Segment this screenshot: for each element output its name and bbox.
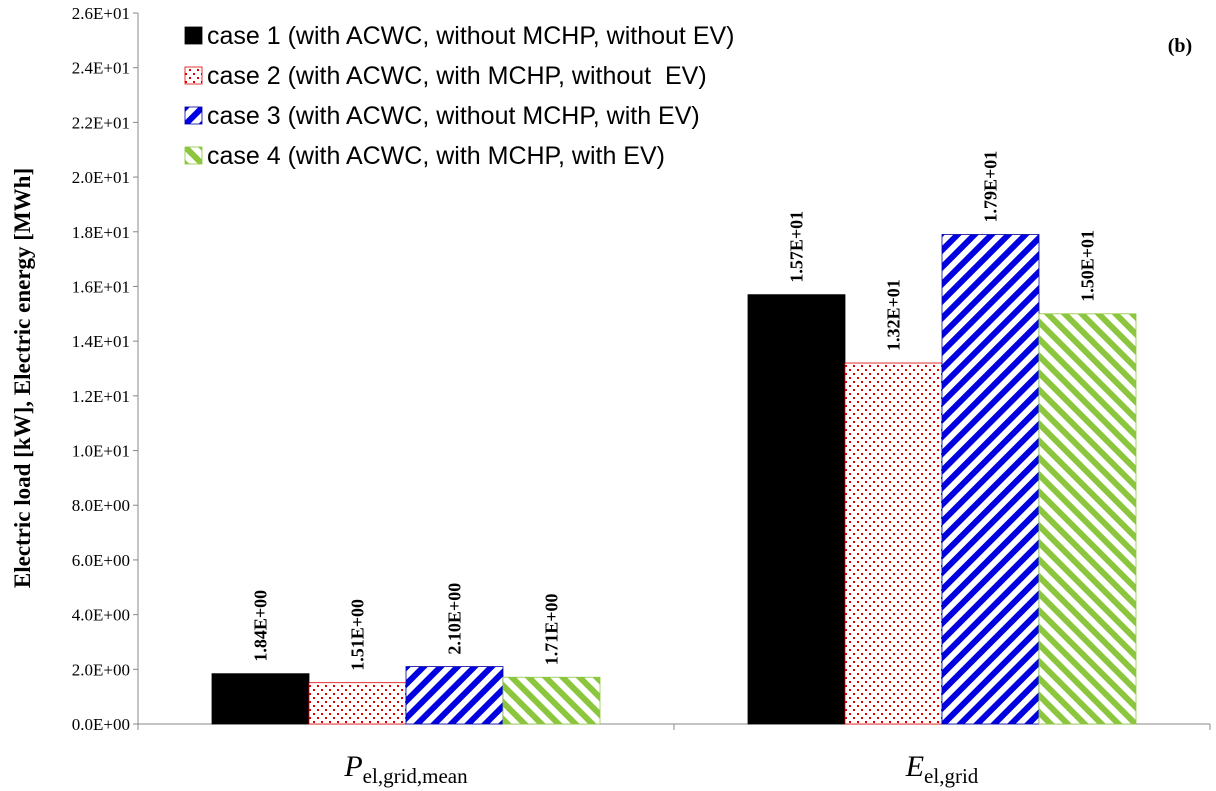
legend: case 1 (with ACWC, without MCHP, without… bbox=[176, 14, 844, 178]
y-tick-label: 1.0E+01 bbox=[72, 442, 130, 461]
y-tick-label: 1.8E+01 bbox=[72, 223, 130, 242]
y-axis-label: Electric load [kW], Electric energy [MWh… bbox=[10, 168, 35, 588]
y-tick-label: 2.6E+01 bbox=[72, 4, 130, 23]
y-tick-label: 2.0E+01 bbox=[72, 168, 130, 187]
legend-swatch-case-3 bbox=[184, 106, 203, 125]
bar-case-2-cat-2 bbox=[844, 362, 943, 725]
bar-case-1-cat-2 bbox=[747, 294, 846, 725]
data-label: 1.79E+01 bbox=[981, 151, 1001, 223]
bar-case-4-cat-2 bbox=[1038, 313, 1137, 725]
legend-entry: case 2 (with ACWC, with MCHP, without EV… bbox=[207, 62, 707, 90]
bar-case-2-cat-1 bbox=[308, 682, 407, 725]
x-axis-categories: Pel,grid,mean Eel,grid bbox=[343, 750, 978, 788]
bar-case-3-cat-1 bbox=[405, 666, 504, 725]
y-tick-label: 2.0E+00 bbox=[72, 660, 130, 679]
data-label: 1.71E+00 bbox=[542, 593, 562, 665]
bar-case-1-cat-1 bbox=[211, 673, 310, 725]
bars bbox=[211, 234, 1137, 725]
legend-swatch-case-2 bbox=[184, 66, 203, 85]
data-labels: 1.84E+00 1.51E+00 2.10E+00 1.71E+00 1.57E+01… bbox=[251, 151, 1098, 671]
y-axis-ticks: 0.0E+00 2.0E+00 4.0E+00 6.0E+00 8.0E+00 1.0E+… bbox=[72, 4, 138, 734]
bar-case-3-cat-2 bbox=[941, 234, 1040, 725]
data-label: 1.51E+00 bbox=[348, 599, 368, 671]
y-tick-label: 4.0E+00 bbox=[72, 606, 130, 625]
y-tick-label: 2.4E+01 bbox=[72, 59, 130, 78]
y-tick-label: 1.6E+01 bbox=[72, 277, 130, 296]
legend-swatch-case-4 bbox=[184, 146, 203, 165]
y-tick-label: 8.0E+00 bbox=[72, 496, 130, 515]
data-label: 2.10E+00 bbox=[445, 583, 465, 655]
y-tick-label: 6.0E+00 bbox=[72, 551, 130, 570]
data-label: 1.50E+01 bbox=[1078, 230, 1098, 302]
data-label: 1.84E+00 bbox=[251, 590, 271, 662]
data-label: 1.32E+01 bbox=[884, 279, 904, 351]
y-tick-label: 1.2E+01 bbox=[72, 387, 130, 406]
bar-case-4-cat-1 bbox=[502, 676, 601, 725]
legend-swatch-case-1 bbox=[184, 26, 203, 45]
y-tick-label: 1.4E+01 bbox=[72, 332, 130, 351]
data-label: 1.57E+01 bbox=[787, 211, 807, 283]
x-category-label: Eel,grid bbox=[905, 750, 979, 788]
legend-entry: case 4 (with ACWC, with MCHP, with EV) bbox=[207, 142, 665, 170]
legend-box bbox=[176, 14, 844, 178]
y-tick-label: 2.2E+01 bbox=[72, 113, 130, 132]
y-tick-label: 0.0E+00 bbox=[72, 715, 130, 734]
x-category-label: Pel,grid,mean bbox=[343, 750, 468, 788]
panel-label: (b) bbox=[1168, 35, 1192, 57]
legend-entry: case 1 (with ACWC, without MCHP, without… bbox=[207, 22, 735, 50]
legend-entry: case 3 (with ACWC, without MCHP, with EV… bbox=[207, 102, 700, 130]
